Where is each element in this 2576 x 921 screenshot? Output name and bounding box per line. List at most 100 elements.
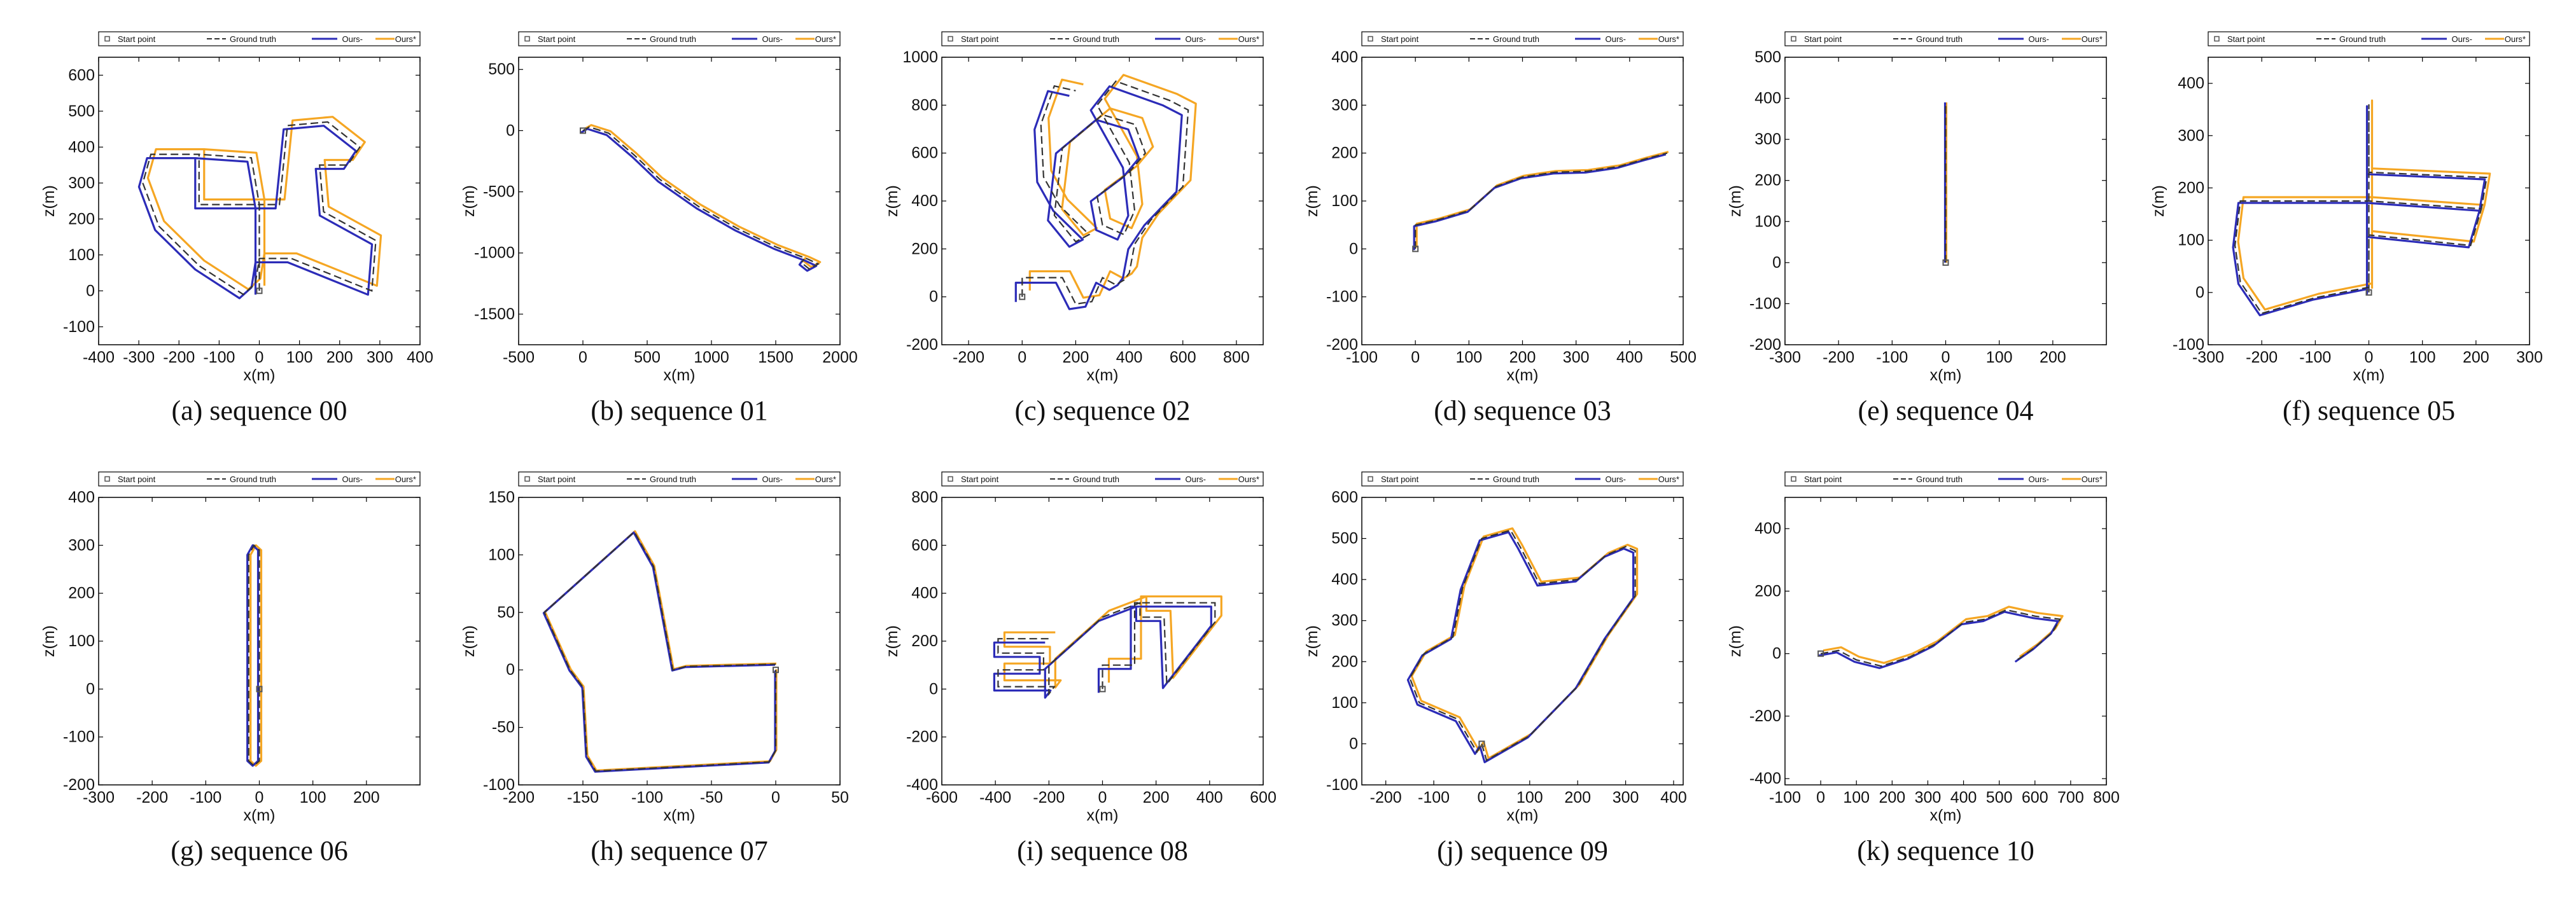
- y-tick-label: 300: [1331, 96, 1358, 114]
- legend-ours-star-label: Ours*: [1658, 34, 1679, 44]
- legend-start-icon: [524, 36, 530, 42]
- subplot-7: -300 -200 -100 0 100 200-200-1000100200300400…: [40, 471, 421, 866]
- start-point-marker: [256, 287, 263, 294]
- legend-start-label: Start point: [1804, 34, 1842, 44]
- legend-start-icon: [104, 36, 110, 42]
- legend-frame: [518, 31, 841, 46]
- legend-start-label: Start point: [538, 474, 576, 484]
- x-tick-label: 200: [1509, 349, 1536, 366]
- subplot-4: -100 0 100 200 300 400 500-200-100010020030040…: [1303, 31, 1697, 426]
- y-tick-label: 0: [2195, 284, 2204, 301]
- x-tick-label: -200: [136, 789, 168, 807]
- x-axis-label: x(m): [244, 366, 276, 384]
- x-tick-label: 400: [1116, 349, 1143, 366]
- legend: Start point Ground truth Ours- Ours*: [1784, 471, 2107, 487]
- x-tick-label: 200: [1063, 349, 1089, 366]
- legend-ours-minus-label: Ours-: [762, 474, 783, 484]
- y-axis-label: z(m): [40, 625, 58, 657]
- start-point-marker: [1412, 246, 1419, 253]
- legend-ours-minus-label: Ours-: [1186, 474, 1207, 484]
- legend-ours-star-label: Ours*: [1238, 474, 1259, 484]
- x-tick-label: 400: [1196, 789, 1223, 807]
- x-tick-label: -100: [1418, 789, 1450, 807]
- legend: Start point Ground truth Ours- Ours*: [1361, 31, 1684, 46]
- y-tick-label: -100: [1749, 294, 1781, 312]
- legend-frame: [1361, 471, 1684, 487]
- series-ours-star: [2237, 99, 2491, 311]
- x-tick-label: 0: [255, 789, 264, 807]
- start-point-marker: [773, 667, 779, 674]
- y-axis-label: z(m): [40, 185, 58, 217]
- y-tick-label: 500: [1331, 530, 1358, 548]
- series-ground-truth: [1820, 609, 2061, 667]
- series-ours-minus: [137, 125, 374, 300]
- legend-ours-star-label: Ours*: [395, 34, 416, 44]
- subplot-caption: (k) sequence 10: [1857, 835, 2034, 866]
- x-axis-label: x(m): [1930, 366, 1962, 384]
- subplot-6: -300 -200 -100 0 100 200 300 -100 0 100 200 300 400 x…: [2150, 31, 2543, 426]
- x-tick-label: -100: [631, 789, 663, 807]
- series-ours-minus: [1818, 611, 2059, 669]
- legend-ours-minus-label: Ours-: [762, 34, 783, 44]
- legend-ours-star-label: Ours*: [2505, 34, 2526, 44]
- subplot-caption: (b) sequence 01: [591, 395, 768, 426]
- y-tick-label: -100: [1326, 776, 1358, 794]
- legend-ours-minus-label: Ours-: [2452, 34, 2473, 44]
- y-tick-label: 200: [1754, 172, 1781, 190]
- plot-frame: [1784, 497, 2107, 786]
- y-tick-label: -100: [483, 776, 515, 794]
- subplot-2: -500 0 500 1000 1500 2000-1500-1000-5000500x(…: [460, 31, 858, 426]
- y-tick-label: -100: [63, 318, 95, 336]
- x-tick-label: 100: [286, 349, 313, 366]
- series-ours-minus: [246, 544, 260, 767]
- y-tick-label: 300: [68, 536, 95, 554]
- plot-frame: [1361, 497, 1684, 786]
- x-tick-label: 600: [1170, 349, 1196, 366]
- subplot-caption: (d) sequence 03: [1434, 395, 1611, 426]
- subplot-5: -300 -200 -100 0 100 200-200-1000100200300400…: [1726, 31, 2107, 426]
- x-axis-label: x(m): [1087, 807, 1119, 824]
- x-tick-label: 200: [1879, 789, 1905, 807]
- legend-start-label: Start point: [1804, 474, 1842, 484]
- subplot-8: -200 -150 -100 -50 0 50 -100 -50 0 50 100 150 x(m) z(…: [460, 471, 849, 866]
- x-tick-label: -300: [2192, 349, 2224, 366]
- legend: Start point Ground truth Ours- Ours*: [98, 31, 421, 46]
- legend-ours-star-label: Ours*: [395, 474, 416, 484]
- y-tick-label: 200: [68, 210, 95, 228]
- subplot-1: -400 -300 -200 -100 0 100 200 300 400 -100 0 100 200…: [40, 31, 433, 426]
- plot-area: [1014, 74, 1197, 310]
- legend-gt-label: Ground truth: [1493, 34, 1539, 44]
- series-ours-star: [1415, 151, 1669, 248]
- y-tick-label: 100: [68, 246, 95, 264]
- series-ours-minus: [580, 128, 818, 272]
- y-tick-label: -100: [2173, 336, 2204, 354]
- start-point-marker: [1019, 293, 1026, 300]
- series-ground-truth: [2234, 104, 2488, 314]
- y-tick-label: 300: [2178, 127, 2204, 144]
- x-tick-label: -300: [83, 789, 115, 807]
- y-tick-label: 0: [506, 121, 515, 139]
- y-tick-label: 0: [1349, 240, 1358, 258]
- y-tick-label: 150: [488, 488, 515, 506]
- legend-frame: [1784, 31, 2107, 46]
- y-axis-label: z(m): [1303, 185, 1321, 217]
- x-tick-label: 600: [2022, 789, 2048, 807]
- x-tick-label: -300: [123, 349, 155, 366]
- series-ours-minus: [1014, 85, 1183, 310]
- x-tick-label: 0: [2365, 349, 2374, 366]
- x-tick-label: -100: [1876, 349, 1908, 366]
- legend-gt-label: Ground truth: [230, 474, 276, 484]
- legend-frame: [1784, 471, 2107, 487]
- x-tick-label: 100: [1843, 789, 1870, 807]
- x-axis-label: x(m): [1087, 366, 1119, 384]
- legend-start-icon: [104, 476, 110, 482]
- y-tick-label: 200: [1331, 144, 1358, 162]
- x-tick-label: -100: [2299, 349, 2331, 366]
- y-tick-label: 500: [1754, 48, 1781, 66]
- legend: Start point Ground truth Ours- Ours*: [518, 471, 841, 487]
- y-tick-label: -200: [906, 336, 938, 354]
- x-tick-label: 0: [1942, 349, 1950, 366]
- subplot-caption: (g) sequence 06: [171, 835, 348, 866]
- y-tick-label: 0: [86, 680, 95, 698]
- x-tick-label: 300: [2516, 349, 2543, 366]
